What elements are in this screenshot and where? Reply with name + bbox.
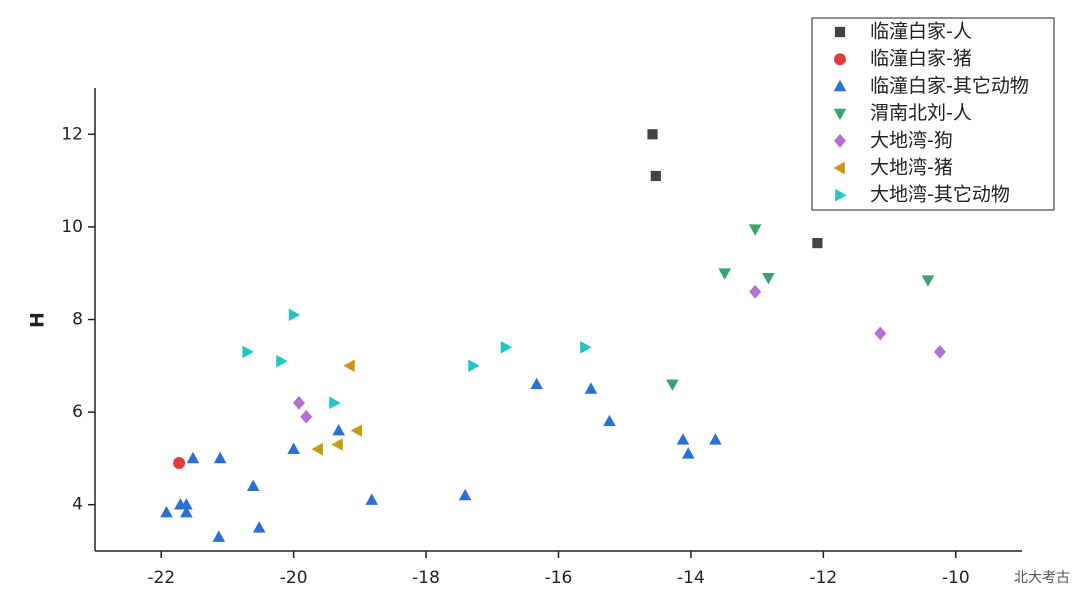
x-tick-label: -14 — [677, 568, 705, 588]
point — [921, 275, 935, 287]
x-tick-label: -12 — [809, 568, 837, 588]
point — [252, 521, 266, 533]
point — [709, 433, 722, 445]
point — [749, 284, 762, 299]
point — [530, 377, 543, 390]
point — [650, 170, 661, 182]
point — [718, 268, 731, 280]
x-tick-label: -20 — [280, 568, 308, 588]
point — [329, 396, 341, 410]
point — [186, 451, 200, 464]
point — [288, 308, 301, 322]
legend-label: 渭南北刘-人 — [870, 102, 972, 124]
point — [365, 493, 379, 505]
point — [874, 326, 887, 341]
point — [762, 273, 775, 285]
point — [350, 424, 363, 437]
point — [212, 530, 226, 542]
x-tick-label: -16 — [545, 568, 573, 588]
y-tick-label: 6 — [72, 402, 83, 422]
point — [603, 414, 616, 427]
legend-marker — [834, 53, 846, 66]
point — [584, 382, 598, 394]
x-tick-label: -22 — [147, 568, 175, 588]
legend-marker — [833, 79, 847, 92]
legend-label: 大地湾-其它动物 — [870, 184, 1010, 206]
legend-marker — [834, 133, 846, 148]
point — [500, 340, 513, 354]
point — [287, 442, 300, 454]
point — [300, 409, 313, 424]
legend-marker — [835, 188, 847, 202]
point — [933, 345, 946, 359]
y-tick-label: 12 — [61, 124, 83, 144]
legend-marker — [833, 108, 847, 121]
point — [748, 224, 762, 236]
point — [580, 340, 592, 354]
point — [292, 395, 305, 410]
point — [676, 433, 690, 445]
point — [173, 457, 186, 470]
legend-label: 大地湾-猪 — [870, 157, 953, 179]
legend-marker — [833, 161, 845, 175]
point — [332, 424, 345, 436]
point — [246, 479, 260, 491]
point — [468, 359, 480, 373]
point — [180, 505, 193, 518]
legend-marker — [834, 26, 846, 38]
watermark: 北大考古 — [1014, 570, 1070, 586]
y-tick-label: 4 — [72, 495, 83, 515]
x-tick-label: -18 — [412, 568, 440, 588]
point — [331, 438, 343, 451]
legend-box — [811, 17, 1055, 211]
point — [812, 238, 823, 249]
point — [311, 442, 323, 456]
legend-label: 临潼白家-猪 — [870, 48, 972, 70]
point — [242, 345, 254, 359]
x-tick-label: -10 — [942, 568, 970, 588]
y-tick-label: 8 — [72, 310, 83, 330]
legend-label: 大地湾-狗 — [870, 129, 953, 151]
point — [458, 488, 472, 501]
point — [666, 379, 679, 391]
point — [647, 129, 658, 140]
legend-label: 临潼白家-其它动物 — [870, 75, 1029, 97]
legend-label: 临潼白家-人 — [870, 21, 972, 43]
point — [213, 451, 227, 464]
point — [343, 359, 355, 373]
y-tick-label: 10 — [61, 217, 83, 237]
point — [180, 498, 193, 510]
y-axis-label: H — [27, 312, 49, 328]
point — [681, 447, 695, 459]
point — [160, 505, 173, 518]
point — [276, 354, 288, 368]
